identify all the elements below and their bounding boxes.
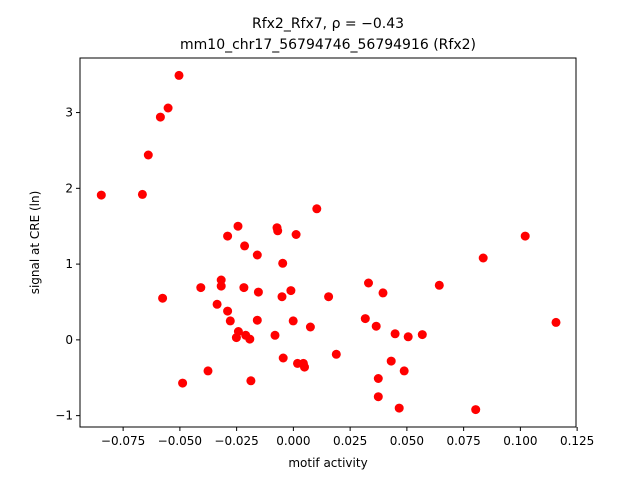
data-point-45: [371, 321, 381, 331]
x-axis-ticks: −0.075 −0.050 −0.025 0.000 0.025 0.050 0.075 0.…: [101, 427, 594, 448]
data-point-19: [239, 283, 249, 293]
data-point-50: [390, 329, 400, 339]
chart-title-line-1: Rfx2_Rfx7, ρ = −0.43: [252, 16, 404, 32]
data-point-27: [270, 330, 280, 340]
data-point-41: [324, 292, 334, 302]
data-point-17: [233, 221, 243, 231]
data-point-51: [394, 403, 404, 413]
data-point-25: [252, 315, 262, 325]
data-point-33: [286, 286, 296, 296]
data-point-55: [434, 280, 444, 290]
data-point-57: [478, 253, 488, 263]
data-point-23: [246, 376, 256, 386]
data-points: [96, 70, 561, 415]
data-point-53: [403, 332, 413, 342]
x-tick-label: 0.025: [333, 434, 367, 448]
data-point-24: [252, 250, 262, 260]
data-point-4: [163, 103, 173, 113]
data-point-52: [399, 366, 409, 376]
data-point-48: [378, 288, 388, 298]
data-point-9: [196, 283, 206, 293]
data-point-39: [305, 322, 315, 332]
data-point-13: [223, 306, 233, 316]
y-tick-label: 3: [65, 106, 73, 120]
data-point-47: [373, 392, 383, 402]
y-axis-label: signal at CRE (ln): [28, 191, 42, 295]
data-point-8: [203, 366, 213, 376]
data-point-34: [288, 316, 298, 326]
data-point-20: [240, 241, 250, 251]
data-point-35: [291, 230, 301, 239]
data-point-38: [300, 362, 309, 372]
y-tick-label: 0: [65, 333, 73, 347]
x-axis-label: motif activity: [288, 456, 367, 470]
data-point-6: [158, 293, 168, 303]
data-point-31: [278, 258, 288, 268]
data-point-22: [245, 334, 255, 344]
data-point-56: [471, 405, 481, 415]
x-tick-label: −0.025: [214, 434, 258, 448]
x-tick-label: 0.075: [446, 434, 480, 448]
data-point-59: [551, 317, 561, 327]
x-tick-label: 0.125: [560, 434, 594, 448]
data-point-32: [278, 353, 288, 363]
x-tick-label: 0.000: [276, 434, 310, 448]
data-point-15: [225, 316, 235, 326]
data-point-12: [216, 275, 226, 285]
data-point-58: [520, 231, 530, 241]
x-tick-label: −0.050: [158, 434, 202, 448]
x-tick-label: 0.100: [503, 434, 537, 448]
y-axis-ticks: −1 0 1 2 3: [55, 106, 80, 423]
x-tick-label: 0.050: [390, 434, 424, 448]
data-point-54: [417, 330, 427, 340]
data-point-26: [253, 287, 263, 297]
data-point-30: [277, 292, 287, 302]
data-point-42: [331, 349, 341, 359]
data-point-46: [373, 374, 383, 383]
data-point-29: [273, 226, 283, 236]
data-point-40: [312, 204, 322, 214]
data-point-18: [233, 327, 243, 336]
y-tick-label: 1: [65, 257, 73, 271]
data-point-14: [223, 231, 233, 241]
data-point-43: [360, 314, 370, 324]
data-point-49: [386, 356, 396, 366]
data-point-2: [143, 150, 153, 160]
data-point-10: [212, 299, 222, 309]
y-tick-label: −1: [55, 409, 73, 423]
y-tick-label: 2: [65, 181, 73, 195]
data-point-7: [178, 378, 188, 388]
data-point-44: [364, 278, 373, 288]
data-point-5: [174, 70, 184, 80]
data-point-0: [96, 190, 106, 200]
data-point-3: [155, 112, 165, 122]
data-point-1: [137, 189, 147, 199]
plot-frame: [79, 57, 577, 428]
x-tick-label: −0.075: [101, 434, 145, 448]
chart-title-line-2: mm10_chr17_56794746_56794916 (Rfx2): [180, 37, 476, 53]
